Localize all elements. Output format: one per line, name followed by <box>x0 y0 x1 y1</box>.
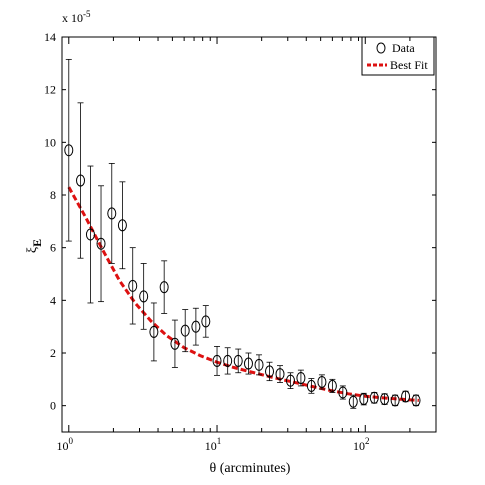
data-point <box>411 394 421 407</box>
y-tick-label: 6 <box>50 241 56 255</box>
y-tick-label: 14 <box>44 30 56 44</box>
data-marker <box>85 228 95 241</box>
data-marker <box>327 379 337 392</box>
data-point <box>64 58 74 242</box>
data-point <box>306 378 316 394</box>
y-axis-label: ξE <box>25 239 44 253</box>
legend-marker-data <box>376 42 386 54</box>
data-point <box>401 390 411 403</box>
data-marker <box>369 391 379 404</box>
data-point <box>107 162 117 264</box>
data-marker <box>401 390 411 403</box>
y-tick-label: 8 <box>50 188 56 202</box>
data-marker <box>265 365 275 378</box>
data-point <box>233 348 243 374</box>
data-marker <box>233 354 243 367</box>
data-point <box>117 181 127 270</box>
y-tick-label: 0 <box>50 399 56 413</box>
data-point <box>317 374 327 390</box>
x-tick-label: 101 <box>205 436 222 453</box>
data-marker <box>212 354 222 367</box>
y-tick-label: 12 <box>44 83 56 97</box>
data-marker <box>96 237 106 250</box>
y-multiplier-base: x 10 <box>62 11 83 25</box>
data-point <box>380 393 390 406</box>
y-tick-label: 10 <box>44 135 56 149</box>
data-marker <box>149 325 159 338</box>
data-marker <box>348 395 358 408</box>
data-point <box>223 347 233 375</box>
data-point <box>390 394 400 407</box>
data-point <box>201 305 211 338</box>
data-marker <box>191 320 201 333</box>
data-marker <box>306 379 316 392</box>
data-point <box>76 102 86 259</box>
x-tick-label: 102 <box>353 436 370 453</box>
data-point <box>285 372 295 389</box>
y-axis-label-sub: E <box>30 239 44 247</box>
data-point <box>348 394 358 409</box>
axes-frame <box>61 36 437 433</box>
data-marker <box>107 207 117 220</box>
data-point <box>275 365 285 383</box>
data-point <box>359 392 369 406</box>
data-marker <box>76 174 86 187</box>
legend-box <box>361 36 435 76</box>
x-tick-label: 100 <box>57 436 74 453</box>
data-point <box>265 361 275 382</box>
legend-label-data: Data <box>392 41 415 55</box>
y-axis-label-main: ξ <box>25 247 40 253</box>
y-multiplier-exp: -5 <box>83 9 91 19</box>
data-marker <box>317 375 327 388</box>
data-marker <box>390 394 400 407</box>
legend-label-fit: Best Fit <box>390 58 428 72</box>
plot-area <box>64 58 421 409</box>
data-marker <box>139 290 149 303</box>
data-point <box>254 354 264 376</box>
data-point <box>338 385 348 400</box>
data-marker <box>180 324 190 337</box>
data-marker <box>64 144 74 157</box>
data-marker <box>159 281 169 294</box>
best-fit-line <box>67 186 419 402</box>
data-point <box>149 302 159 362</box>
data-marker <box>275 368 285 381</box>
data-point <box>243 352 253 375</box>
data-point <box>296 369 306 387</box>
data-marker <box>296 372 306 385</box>
data-marker <box>380 393 390 406</box>
y-tick-label: 4 <box>50 293 56 307</box>
data-point <box>85 165 95 304</box>
data-point <box>369 391 379 404</box>
data-point <box>170 319 180 368</box>
data-marker <box>254 358 264 371</box>
data-marker <box>170 337 180 350</box>
data-marker <box>243 357 253 370</box>
data-point <box>96 185 106 303</box>
data-point <box>159 260 169 314</box>
data-point <box>180 309 190 353</box>
data-marker <box>223 354 233 367</box>
data-marker <box>359 393 369 406</box>
data-point <box>128 247 138 325</box>
y-axis-multiplier: x 10-5 <box>62 9 91 25</box>
data-marker <box>338 386 348 399</box>
data-point <box>191 307 201 346</box>
data-marker <box>285 374 295 387</box>
y-tick-label: 2 <box>50 346 56 360</box>
data-marker <box>411 394 421 407</box>
data-point <box>212 346 222 376</box>
data-marker <box>117 219 127 232</box>
x-axis-label: θ (arcminutes) <box>210 461 291 476</box>
data-point <box>139 263 149 330</box>
data-point <box>327 378 337 393</box>
data-marker <box>128 279 138 292</box>
data-marker <box>201 315 211 328</box>
legend: Data Best Fit <box>361 36 435 76</box>
